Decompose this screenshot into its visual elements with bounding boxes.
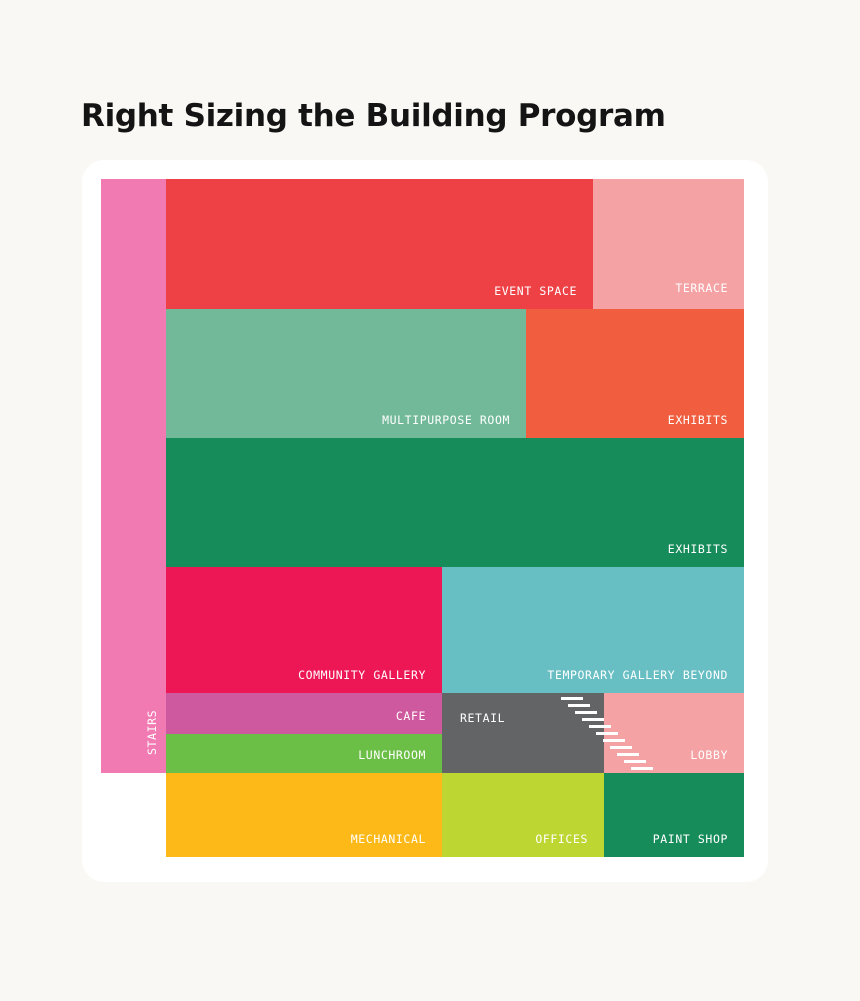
stair-steps-icon [561,697,653,770]
block-terrace: TERRACE [593,179,744,309]
block-cafe-label: CAFE [395,708,426,723]
block-lunchroom-label: LUNCHROOM [358,747,426,762]
block-mechanical: MECHANICAL [166,773,442,857]
block-event-space: EVENT SPACE [166,179,593,309]
block-temporary-gallery-label: TEMPORARY GALLERY BEYOND [547,667,728,682]
block-exhibits-upper-label: EXHIBITS [667,412,728,427]
block-lunchroom: LUNCHROOM [166,734,442,773]
block-terrace-label: TERRACE [675,280,728,295]
block-exhibits-upper: EXHIBITS [526,309,744,438]
block-mechanical-label: MECHANICAL [350,831,426,846]
block-multipurpose-room: MULTIPURPOSE ROOM [166,309,526,438]
block-paint-shop: PAINT SHOP [604,773,744,857]
block-offices-label: OFFICES [535,831,588,846]
block-lobby-label: LOBBY [690,747,728,762]
block-stairs: STAIRS [101,179,166,773]
block-lobby: LOBBY [604,693,744,773]
building-program-diagram: STAIRS EVENT SPACE TERRACE MULTIPURPOSE … [101,179,744,857]
block-event-space-label: EVENT SPACE [494,283,577,298]
block-offices: OFFICES [442,773,604,857]
page-title: Right Sizing the Building Program [81,98,666,134]
block-temporary-gallery: TEMPORARY GALLERY BEYOND [442,567,744,693]
block-exhibits-main-label: EXHIBITS [667,541,728,556]
block-paint-shop-label: PAINT SHOP [652,831,728,846]
block-community-gallery-label: COMMUNITY GALLERY [298,667,426,682]
block-multipurpose-room-label: MULTIPURPOSE ROOM [382,412,510,427]
block-exhibits-main: EXHIBITS [166,438,744,567]
block-community-gallery: COMMUNITY GALLERY [166,567,442,693]
block-retail-label: RETAIL [460,711,506,725]
block-stairs-label: STAIRS [145,709,159,755]
block-cafe: CAFE [166,693,442,734]
